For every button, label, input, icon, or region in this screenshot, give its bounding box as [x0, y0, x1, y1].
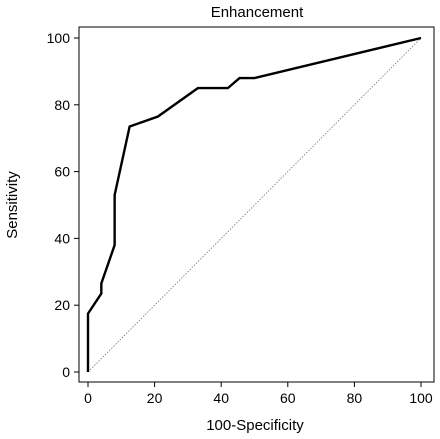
- y-axis: 0 20 40 60 80 100: [47, 30, 79, 380]
- x-tick-label: 0: [84, 390, 92, 406]
- x-axis-label: 100-Specificity: [206, 417, 304, 434]
- x-tick-label: 20: [147, 390, 163, 406]
- plot-frame: [78, 26, 435, 383]
- y-axis-label: Sensitivity: [4, 171, 21, 239]
- y-tick-label: 20: [54, 297, 70, 313]
- x-tick-label: 80: [347, 390, 363, 406]
- series-layer: [86, 36, 422, 373]
- roc-curve-line: [86, 36, 422, 372]
- y-tick-label: 40: [54, 230, 70, 246]
- x-axis: 0 20 40 60 80 100: [84, 382, 433, 406]
- y-tick-label: 0: [62, 364, 70, 380]
- reference-diagonal-line: [87, 37, 422, 373]
- y-tick-label: 80: [54, 97, 70, 113]
- x-tick-label: 40: [213, 390, 229, 406]
- x-tick-label: 100: [409, 390, 433, 406]
- x-tick-label: 60: [280, 390, 296, 406]
- y-tick-label: 100: [47, 30, 71, 46]
- chart-title: Enhancement: [211, 4, 304, 21]
- y-tick-label: 60: [54, 164, 70, 180]
